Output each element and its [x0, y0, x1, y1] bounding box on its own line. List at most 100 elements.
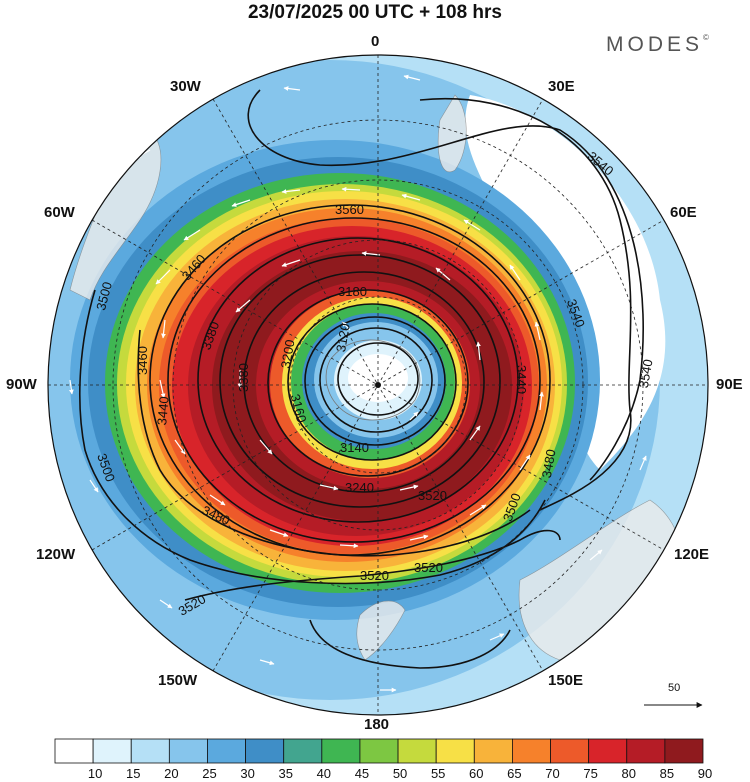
africa-land: [437, 94, 467, 173]
lon-label-180: 180: [364, 716, 390, 733]
contour-label: 3440: [514, 365, 529, 394]
wind-arrow: [259, 439, 273, 455]
reference-vector-label: 50: [668, 682, 681, 694]
colorbar-label: 70: [545, 766, 560, 781]
wind-arrow: [69, 379, 74, 395]
colorbar-label: 20: [164, 766, 179, 781]
colorbar-swatch: [321, 738, 361, 764]
colorbar-label: 55: [430, 766, 446, 781]
colorbar-label: 45: [354, 766, 370, 781]
colorbar-swatch: [359, 738, 399, 764]
south-pole-marker: [375, 382, 381, 388]
wind-arrow: [549, 139, 561, 151]
brand-text: MODES: [606, 33, 704, 56]
contour-label: 3440: [154, 396, 171, 426]
lon-label-0: 0: [371, 33, 380, 50]
colorbar-label: 90: [697, 766, 713, 781]
wind-arrow: [283, 86, 301, 91]
colorbar-swatch: [245, 738, 285, 764]
contour-3540-east: [419, 98, 632, 511]
contour-3540-south: [309, 619, 511, 669]
contour-label: 3240: [345, 480, 374, 495]
wind-arrow: [639, 455, 647, 471]
colorbar-label: 15: [126, 766, 141, 781]
lon-label-90e: 90E: [716, 376, 743, 393]
reference-vector-arrow: [644, 702, 703, 708]
wind-arrow: [235, 299, 251, 313]
wind-arrow: [159, 599, 173, 609]
contour-3480: [137, 329, 531, 557]
contour-label: 3540: [636, 358, 656, 389]
wind-arrow: [339, 543, 359, 549]
wind-arrow: [489, 633, 505, 641]
contour-label: 3200: [278, 338, 298, 369]
lon-label-150e: 150E: [548, 672, 584, 689]
contour-label: 3460: [135, 346, 150, 375]
colorbar-swatch: [168, 738, 208, 764]
colorbar-swatch: [588, 738, 628, 764]
colorbar-swatch: [435, 738, 475, 764]
wind-arrow: [155, 269, 171, 285]
wind-arrow: [409, 411, 419, 421]
wind-arrow: [341, 186, 361, 192]
map-boundary: [47, 54, 709, 716]
colorbar-swatch: [473, 738, 513, 764]
colorbar-label: 85: [659, 766, 675, 781]
wind-arrow: [161, 319, 166, 339]
colorbar-swatch: [207, 738, 246, 764]
wind-arrow: [534, 321, 541, 341]
copyright-mark: ©: [703, 33, 709, 42]
wind-arrow: [399, 484, 419, 491]
colorbar-swatch: [283, 738, 323, 764]
colorbar-label: 35: [278, 766, 293, 781]
colorbar-label: 50: [392, 766, 408, 781]
wind-arrow: [519, 454, 531, 471]
contour-label: 3140: [340, 440, 369, 455]
contour-label: 3520: [414, 560, 443, 575]
wind-arrow: [435, 267, 451, 281]
lon-label-30w: 30W: [170, 78, 201, 95]
colorbar-label: 80: [621, 766, 636, 781]
contour-label: 3520: [360, 568, 389, 583]
colorbar-label: 65: [507, 766, 522, 781]
wind-arrow: [624, 235, 631, 251]
wind-arrow: [209, 494, 226, 506]
colorbar-swatch: [664, 738, 704, 764]
colorbar-swatch: [130, 738, 170, 764]
colorbar-swatch: [397, 738, 437, 764]
colorbar-label: 75: [583, 766, 598, 781]
wind-arrow: [463, 219, 481, 231]
lon-label-120e: 120E: [674, 546, 710, 563]
antarctica-coast: [325, 339, 421, 421]
colorbar-swatch: [54, 738, 94, 764]
wind-arrow: [159, 379, 166, 399]
wind-arrow: [469, 504, 487, 516]
map-title: 23/07/2025 00 UTC + 108 hrs: [247, 2, 503, 23]
wind-arrow: [319, 484, 339, 491]
wind-arrow: [509, 264, 521, 281]
wind-arrow: [409, 534, 429, 541]
wind-arrow: [401, 193, 421, 201]
colorbar-label: 60: [469, 766, 484, 781]
wind-arrow: [281, 189, 301, 194]
lon-label-90w: 90W: [6, 376, 37, 393]
wind-arrow: [183, 229, 201, 241]
contour-label: 3520: [418, 488, 447, 503]
wind-arrow: [469, 425, 481, 441]
contour-3440: [167, 217, 541, 543]
contour-label: 3380: [236, 363, 251, 392]
wind-arrow: [476, 341, 481, 361]
colorbar-swatch: [550, 738, 590, 764]
colorbar-swatch: [512, 738, 551, 764]
contour-3240: [267, 289, 469, 477]
contour-label: 3560: [335, 202, 364, 217]
wind-arrow: [89, 479, 99, 493]
wind-arrow: [174, 439, 186, 455]
contour-label: 3120: [333, 322, 353, 353]
contour-3200: [287, 303, 457, 461]
colorbar-swatch: [626, 738, 666, 764]
polar-core-calm: [348, 354, 408, 402]
contour-3540-outer: [247, 89, 644, 481]
colorbar-label: 40: [316, 766, 332, 781]
